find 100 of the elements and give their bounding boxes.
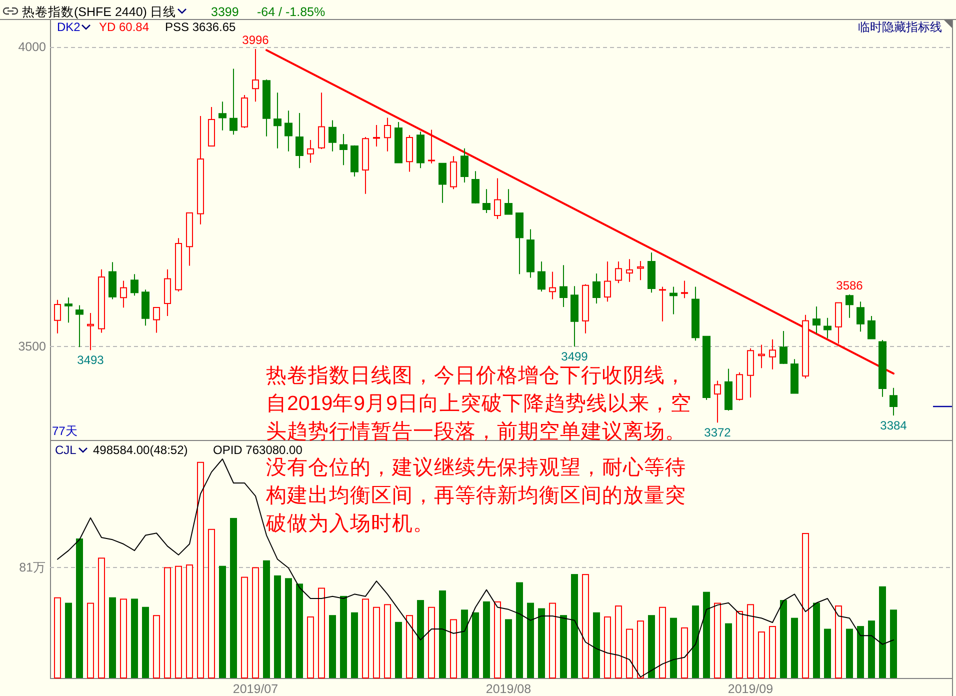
bar	[648, 615, 655, 678]
candlestick	[482, 188, 490, 214]
bar	[857, 626, 864, 678]
candlestick	[373, 124, 380, 148]
candlestick	[186, 212, 193, 266]
bar	[406, 615, 413, 678]
bar	[560, 615, 567, 678]
candlestick	[560, 264, 568, 308]
candlestick	[274, 92, 282, 149]
candlestick	[592, 273, 600, 304]
candlestick	[318, 92, 325, 150]
bar	[197, 462, 204, 678]
annotation: 没有仓位的，建议继续先保持观望，耐心等待	[266, 456, 686, 479]
candlestick	[428, 129, 435, 164]
candlestick	[54, 299, 61, 334]
bar	[769, 626, 776, 678]
bar	[285, 578, 292, 678]
candlestick	[604, 261, 611, 302]
candlestick	[164, 268, 171, 317]
bar	[604, 616, 611, 678]
bar	[54, 597, 61, 678]
candlestick	[670, 286, 678, 315]
bar	[659, 606, 666, 678]
bar	[417, 600, 424, 678]
chart-subtitle: 日线	[150, 5, 176, 19]
bar	[120, 598, 127, 678]
candlestick	[142, 289, 150, 326]
candlestick	[582, 284, 589, 334]
bar	[868, 620, 875, 678]
candlestick	[681, 280, 688, 299]
bar	[494, 601, 501, 678]
candlestick	[615, 261, 622, 284]
annotation: 3384	[880, 418, 908, 432]
candlestick	[120, 280, 127, 308]
candlestick	[472, 170, 480, 204]
bar	[626, 628, 633, 678]
bar	[681, 627, 688, 678]
candlestick	[218, 101, 226, 131]
candlestick	[780, 330, 788, 364]
bar	[637, 620, 644, 678]
bar	[615, 606, 622, 678]
y-tick-label: 4000	[18, 40, 46, 54]
annotation: 3493	[77, 353, 104, 368]
annotation: 头趋势行情暂告一段落，前期空单建议离场。	[266, 420, 686, 443]
bar	[373, 606, 380, 678]
bar	[736, 610, 743, 678]
candlestick	[416, 131, 424, 169]
y-tick-label: 81万	[19, 560, 46, 575]
bar	[175, 566, 182, 678]
bar	[527, 602, 534, 678]
bar	[274, 575, 281, 678]
annotation: PSS 3636.65	[165, 20, 236, 34]
candlestick	[76, 304, 84, 348]
bar	[340, 596, 347, 678]
candlestick	[538, 261, 546, 292]
candlestick	[307, 139, 314, 164]
candlestick	[856, 301, 864, 332]
bar	[351, 612, 358, 678]
candlestick	[494, 178, 501, 220]
bar	[219, 566, 226, 678]
bar	[747, 604, 754, 678]
bar	[362, 598, 369, 678]
candlestick	[758, 344, 765, 369]
bar	[791, 618, 798, 678]
bar	[142, 606, 149, 678]
annotation: 3372	[704, 426, 732, 440]
bar	[131, 598, 138, 678]
bar	[538, 608, 545, 678]
candlestick	[868, 316, 876, 340]
candlestick	[812, 306, 820, 334]
bar	[395, 622, 402, 678]
candlestick	[197, 116, 204, 225]
bar	[813, 602, 820, 678]
bar	[505, 619, 512, 678]
candlestick	[736, 372, 743, 401]
candlestick	[350, 144, 358, 177]
bar	[241, 576, 248, 678]
bar	[472, 612, 479, 678]
bar	[252, 567, 259, 678]
annotation: 临时隐藏指标线	[858, 20, 942, 34]
x-tick-label: 2019/09	[728, 682, 774, 696]
annotation: 77天	[52, 424, 78, 438]
candlestick	[835, 302, 842, 344]
candlestick	[659, 286, 666, 322]
bar	[208, 528, 215, 678]
bar	[98, 558, 105, 678]
candlestick	[526, 228, 534, 278]
chart-title: CJL	[55, 443, 77, 457]
bar	[824, 628, 831, 678]
candlestick	[702, 336, 710, 400]
bar	[296, 584, 303, 678]
bar	[571, 574, 578, 678]
candlestick	[626, 258, 633, 282]
bar	[384, 604, 391, 678]
candlestick	[406, 134, 413, 172]
chart-title: OPID 763080.00	[213, 443, 303, 457]
candlestick	[570, 286, 578, 348]
candlestick	[87, 312, 94, 351]
bar	[329, 615, 336, 678]
bar	[780, 600, 787, 678]
